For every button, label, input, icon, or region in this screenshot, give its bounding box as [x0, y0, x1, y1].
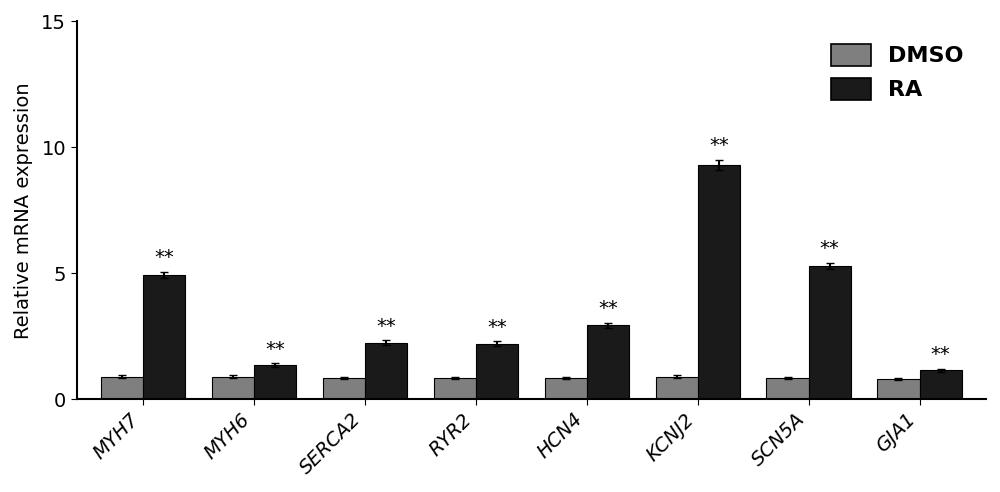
Bar — [809, 266, 851, 400]
Bar — [476, 344, 518, 400]
Text: **: ** — [265, 340, 285, 359]
Bar — [766, 378, 809, 400]
Text: **: ** — [154, 248, 174, 267]
Bar — [698, 165, 740, 400]
Bar — [587, 325, 629, 400]
Bar — [434, 378, 476, 400]
Bar — [877, 379, 920, 400]
Bar — [920, 370, 962, 400]
Bar — [323, 378, 365, 400]
Text: **: ** — [376, 317, 396, 336]
Legend: DMSO, RA: DMSO, RA — [820, 32, 975, 112]
Bar — [545, 378, 587, 400]
Bar — [254, 366, 296, 400]
Bar — [656, 377, 698, 400]
Bar — [212, 377, 254, 400]
Text: **: ** — [709, 136, 729, 155]
Text: **: ** — [931, 345, 951, 365]
Bar — [143, 275, 185, 400]
Text: **: ** — [487, 318, 507, 337]
Bar — [101, 377, 143, 400]
Text: **: ** — [598, 299, 618, 318]
Bar — [365, 342, 407, 400]
Y-axis label: Relative mRNA expression: Relative mRNA expression — [14, 82, 33, 338]
Text: **: ** — [820, 239, 840, 258]
